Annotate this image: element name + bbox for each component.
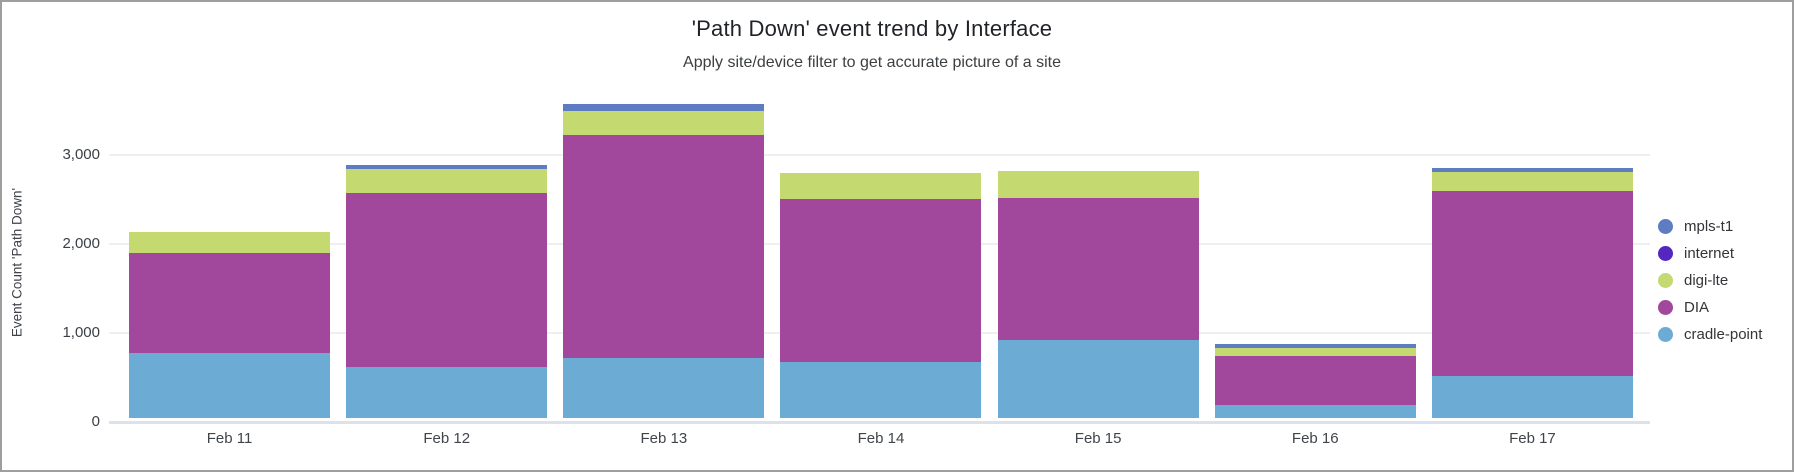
bar-segment-mpls-t1[interactable] xyxy=(1214,343,1416,348)
bar-segment-cradle-point[interactable] xyxy=(346,367,548,418)
bar-segment-digi-lte[interactable] xyxy=(129,232,331,253)
x-tick-label: Feb 11 xyxy=(206,430,253,447)
legend-item-digi-lte[interactable]: digi-lte xyxy=(1658,272,1762,289)
y-tick-label: 2,000 xyxy=(62,235,100,253)
x-tick-label: Feb 12 xyxy=(423,430,471,447)
bar-band-feb-15 xyxy=(990,83,1207,418)
bar-segment-dia[interactable] xyxy=(997,198,1199,341)
x-axis-tick-labels: Feb 11 Feb 12 Feb 13 Feb 14 Feb 15 Feb 16 Feb … xyxy=(121,430,1641,447)
bar-segment-dia[interactable] xyxy=(563,134,765,358)
bar-band-feb-12 xyxy=(338,83,555,418)
y-tick-label: 0 xyxy=(91,412,100,430)
legend-label: internet xyxy=(1684,245,1735,262)
bar-band-feb-16 xyxy=(1207,83,1424,418)
bar-segment-mpls-t1[interactable] xyxy=(563,103,765,112)
chart-subtitle: Apply site/device filter to get accurate… xyxy=(683,54,1061,71)
bar-segment-dia[interactable] xyxy=(346,192,548,368)
bar-group-feb-16[interactable] xyxy=(1214,343,1416,418)
legend-swatch-internet xyxy=(1658,246,1673,261)
bar-segment-cradle-point[interactable] xyxy=(129,353,331,418)
y-tick-label: 3,000 xyxy=(62,146,100,164)
legend-swatch-mpls-t1 xyxy=(1658,219,1673,234)
legend-item-internet[interactable]: internet xyxy=(1658,245,1762,262)
bar-segment-dia[interactable] xyxy=(1214,355,1416,406)
bar-segment-digi-lte[interactable] xyxy=(346,169,548,193)
chart-title: 'Path Down' event trend by Interface xyxy=(691,16,1053,41)
bar-segment-mpls-t1[interactable] xyxy=(346,165,548,170)
x-tick-label: Feb 13 xyxy=(640,430,688,447)
bar-segment-mpls-t1[interactable] xyxy=(1431,167,1633,172)
bar-segment-digi-lte[interactable] xyxy=(1431,171,1633,192)
y-tick-label: 1,000 xyxy=(62,323,100,341)
x-tick-label: Feb 15 xyxy=(1074,430,1122,447)
bars-container xyxy=(121,83,1641,418)
bar-group-feb-11[interactable] xyxy=(129,232,331,418)
legend-swatch-dia xyxy=(1658,300,1673,315)
bar-group-feb-12[interactable] xyxy=(346,165,548,418)
bar-segment-cradle-point[interactable] xyxy=(563,357,765,418)
x-tick-label: Feb 16 xyxy=(1291,430,1339,447)
bar-band-feb-17 xyxy=(1424,83,1641,418)
bar-group-feb-14[interactable] xyxy=(780,172,982,418)
bar-band-feb-11 xyxy=(121,83,338,418)
bar-segment-digi-lte[interactable] xyxy=(563,111,765,135)
x-tick-label: Feb 17 xyxy=(1509,430,1556,447)
bar-band-feb-13 xyxy=(555,83,772,418)
legend-item-dia[interactable]: DIA xyxy=(1658,299,1762,316)
bar-segment-digi-lte[interactable] xyxy=(1214,347,1416,356)
legend-label: digi-lte xyxy=(1684,272,1729,289)
x-axis-baseline xyxy=(109,421,1650,424)
legend-swatch-digi-lte xyxy=(1658,273,1673,288)
bar-segment-dia[interactable] xyxy=(129,252,331,354)
x-tick-label: Feb 14 xyxy=(857,430,905,447)
bar-group-feb-15[interactable] xyxy=(997,170,1199,418)
bar-segment-dia[interactable] xyxy=(1431,191,1633,376)
bar-segment-dia[interactable] xyxy=(780,198,982,362)
legend-label: mpls-t1 xyxy=(1684,218,1734,235)
gridline xyxy=(109,154,1650,157)
bar-band-feb-14 xyxy=(772,83,989,418)
legend-item-cradle-point[interactable]: cradle-point xyxy=(1658,326,1762,343)
bar-group-feb-13[interactable] xyxy=(563,103,765,418)
legend-item-mpls-t1[interactable]: mpls-t1 xyxy=(1658,218,1762,235)
bar-segment-cradle-point[interactable] xyxy=(997,340,1199,418)
legend-swatch-cradle-point xyxy=(1658,327,1673,342)
bar-segment-cradle-point[interactable] xyxy=(780,361,982,418)
bar-segment-digi-lte[interactable] xyxy=(780,172,982,199)
bar-segment-cradle-point[interactable] xyxy=(1214,405,1416,418)
legend: mpls-t1 internet digi-lte DIA cradle-point xyxy=(1658,218,1762,343)
legend-label: cradle-point xyxy=(1684,326,1763,343)
bar-group-feb-17[interactable] xyxy=(1431,167,1633,418)
bar-segment-digi-lte[interactable] xyxy=(997,170,1199,199)
legend-label: DIA xyxy=(1684,299,1710,316)
bar-segment-cradle-point[interactable] xyxy=(1431,375,1633,418)
